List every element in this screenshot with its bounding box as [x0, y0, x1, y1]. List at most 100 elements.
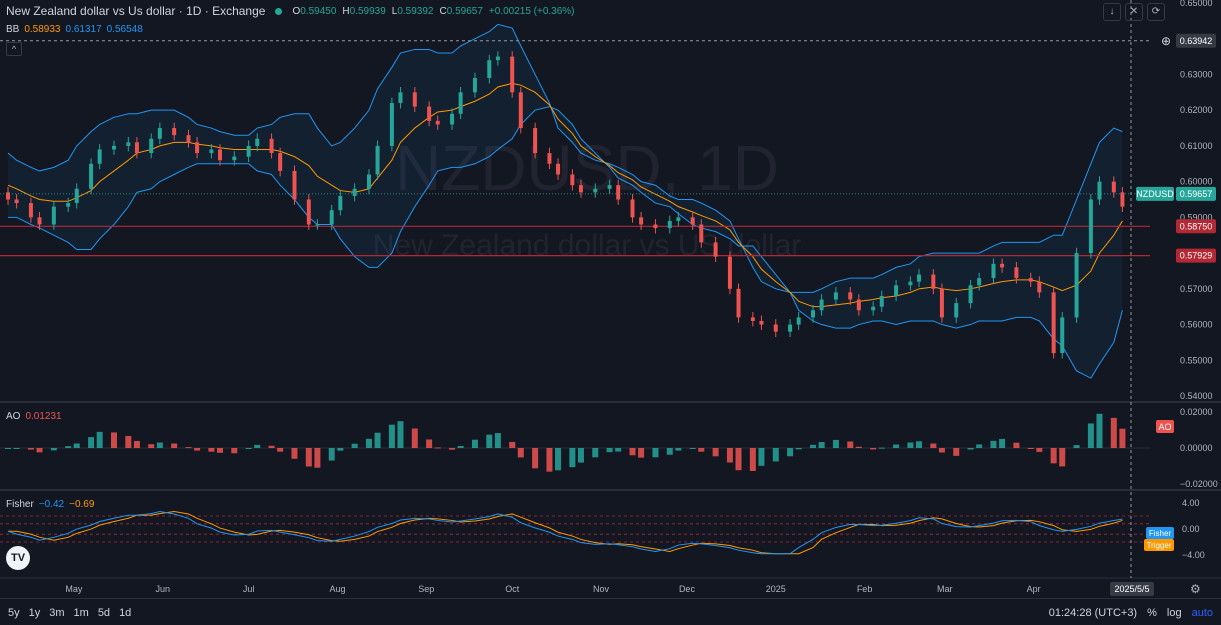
candle-body	[908, 281, 913, 286]
candle	[246, 140, 251, 162]
candle-body	[66, 203, 71, 207]
refresh-icon[interactable]: ⟳	[1147, 3, 1165, 21]
ao-bar	[148, 444, 155, 448]
collapse-icon[interactable]: ✕	[1125, 3, 1143, 21]
ao-bar	[1013, 442, 1020, 448]
candle-body	[773, 324, 778, 332]
candle	[578, 179, 583, 198]
candle	[727, 251, 732, 295]
time-axis-label: Oct	[505, 584, 520, 594]
candle-body	[435, 120, 440, 125]
ao-bar	[5, 448, 11, 449]
candle	[699, 219, 704, 248]
fisher-legend[interactable]: Fisher −0.42 −0.69	[6, 499, 94, 510]
time-axis-label: Jul	[243, 584, 255, 594]
ao-label: AO	[6, 411, 21, 422]
ao-bar	[277, 448, 284, 452]
price-tick-label: 0.62000	[1180, 105, 1213, 115]
range-1d[interactable]: 1d	[119, 607, 132, 619]
candle	[570, 169, 575, 191]
ao-bar	[328, 448, 335, 461]
range-1y[interactable]: 1y	[28, 607, 41, 619]
ao-bar	[27, 448, 34, 450]
range-1m[interactable]: 1m	[73, 607, 89, 619]
ao-bar	[818, 442, 825, 448]
ao-bar	[305, 448, 312, 467]
range-5d[interactable]: 5d	[97, 607, 111, 619]
candle-body	[750, 317, 755, 321]
ao-bar	[772, 448, 779, 462]
ao-bar	[216, 448, 223, 453]
candle	[556, 158, 561, 180]
percent-toggle[interactable]: %	[1147, 607, 1157, 619]
range-3m[interactable]: 3m	[49, 607, 65, 619]
candle	[315, 219, 320, 230]
add-alert-icon: ⊕	[1161, 34, 1171, 48]
candle-body	[833, 292, 838, 300]
candle-body	[796, 317, 801, 325]
candle-body	[939, 288, 944, 318]
candle	[292, 165, 297, 205]
ao-bar	[88, 437, 95, 448]
price-tick-label: 0.59000	[1180, 212, 1213, 222]
candle-body	[917, 274, 922, 282]
price-tick-label: 0.57000	[1180, 284, 1213, 294]
candle	[172, 122, 177, 141]
candle-body	[427, 106, 432, 121]
close-value: C0.59657	[439, 5, 483, 17]
clock[interactable]: 01:24:28 (UTC+3)	[1048, 607, 1138, 619]
chart-header: New Zealand dollar vs Us dollar · 1D · E…	[6, 4, 575, 18]
tradingview-logo[interactable]: TV	[6, 546, 30, 570]
time-axis-label: 2025	[766, 584, 786, 594]
candle-body	[1074, 253, 1079, 318]
ao-legend[interactable]: AO 0.01231	[6, 411, 62, 422]
ao-bar	[629, 448, 636, 456]
candle-body	[232, 156, 237, 161]
candle-body	[871, 306, 876, 311]
auto-toggle[interactable]: auto	[1191, 607, 1213, 619]
candle-body	[676, 217, 681, 221]
bb-upper-value: 0.61317	[65, 24, 102, 35]
ao-bar	[36, 448, 43, 453]
candle	[954, 297, 959, 323]
candle-body	[667, 220, 672, 229]
range-5y[interactable]: 5y	[8, 607, 20, 619]
candle-body	[366, 174, 371, 189]
ao-bar	[291, 448, 298, 459]
candle	[74, 183, 79, 209]
candle	[435, 115, 440, 130]
fisher-label: Fisher	[6, 499, 34, 510]
trigger-tag-bg	[1144, 539, 1174, 551]
candle-body	[533, 128, 538, 154]
bottom-toolbar: 5y 1y 3m 1m 5d 1d 01:24:28 (UTC+3) % log…	[0, 598, 1221, 625]
candle-body	[856, 299, 861, 311]
bb-legend[interactable]: BB 0.58933 0.61317 0.56548	[6, 24, 143, 35]
candle-body	[607, 185, 612, 189]
ao-bar	[457, 445, 464, 448]
candle-body	[28, 203, 33, 218]
log-toggle[interactable]: log	[1166, 607, 1182, 619]
candle	[398, 86, 403, 109]
candle-body	[126, 142, 131, 146]
candle	[37, 212, 42, 230]
arrow-down-icon[interactable]: ↓	[1103, 3, 1121, 21]
collapse-legend-button[interactable]: ^	[6, 42, 22, 56]
candle	[848, 287, 853, 305]
candle-body	[699, 224, 704, 243]
candle	[518, 86, 523, 134]
candle-body	[1014, 267, 1019, 279]
fisher-tag: Fisher	[1149, 529, 1172, 538]
candle-body	[246, 145, 251, 157]
symbol-title[interactable]: New Zealand dollar vs Us dollar · 1D · E…	[6, 4, 266, 18]
candle	[28, 197, 33, 223]
ao-bar	[569, 448, 576, 468]
candle	[1088, 194, 1093, 259]
candle-body	[6, 192, 10, 200]
candle	[871, 301, 876, 316]
candle-body	[412, 92, 417, 107]
gear-icon[interactable]: ⚙	[1190, 582, 1201, 596]
ao-tick-label: 0.02000	[1180, 407, 1213, 417]
ao-bar	[916, 441, 923, 448]
ao-bar	[546, 448, 553, 472]
